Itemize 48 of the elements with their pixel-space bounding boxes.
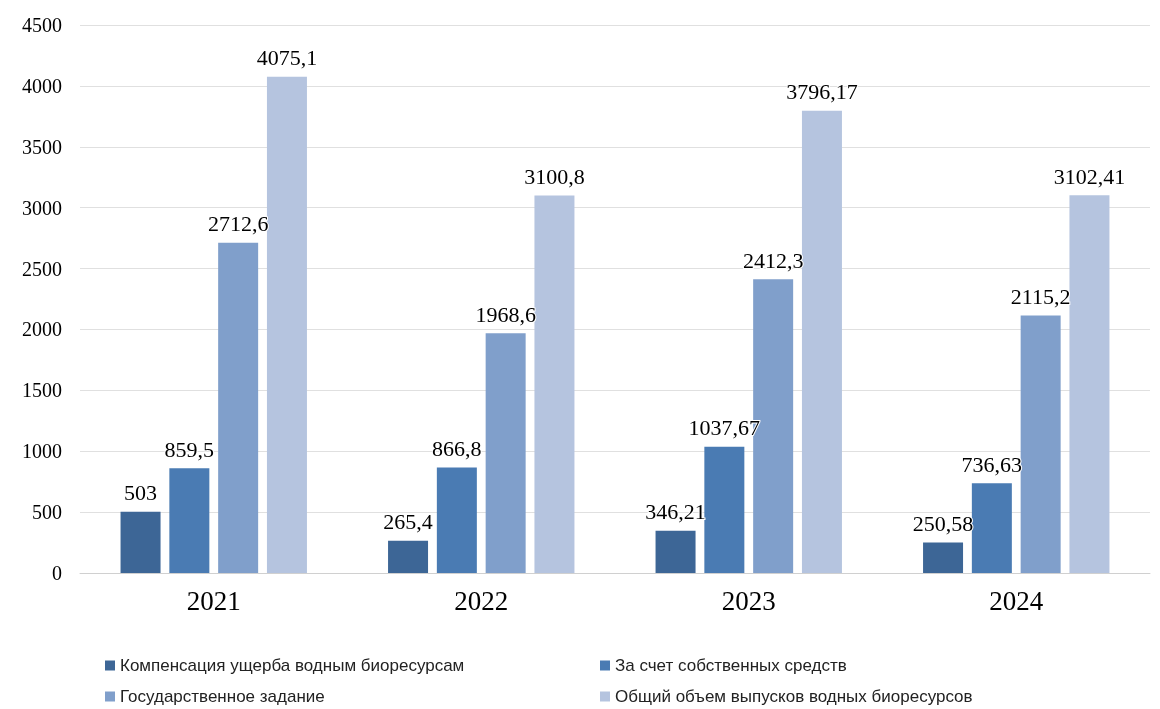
- data-label: 3102,41: [1053, 163, 1126, 189]
- data-label: 346,21: [645, 499, 706, 525]
- bar: [120, 511, 161, 573]
- data-label: 736,63: [961, 451, 1023, 477]
- bar: [1069, 195, 1110, 573]
- x-tick-label: 2022: [454, 585, 509, 616]
- legend-label: Государственное задание: [120, 687, 325, 706]
- data-label: 3796,17: [786, 79, 858, 105]
- y-tick-label: 1000: [22, 440, 62, 463]
- data-label: 4075,1: [256, 45, 318, 71]
- y-tick-label: 4000: [22, 74, 62, 97]
- data-label: 2412,3: [742, 247, 804, 273]
- x-tick-label: 2024: [989, 585, 1044, 616]
- data-label: 503: [124, 480, 158, 506]
- bar: [436, 467, 477, 573]
- y-tick-label: 0: [52, 562, 62, 584]
- y-tick-label: 500: [32, 501, 62, 524]
- y-tick-label: 1500: [22, 379, 62, 402]
- x-tick-label: 2021: [186, 585, 241, 616]
- data-label: 866,8: [432, 435, 482, 461]
- y-tick-label: 4500: [22, 14, 62, 36]
- y-tick-label: 3000: [22, 196, 62, 219]
- data-label: 859,5: [164, 436, 215, 462]
- bar: [266, 76, 307, 573]
- bar: [971, 483, 1012, 573]
- bar: [534, 195, 575, 573]
- bar: [923, 542, 964, 573]
- bar: [485, 333, 526, 573]
- bar: [655, 530, 696, 573]
- bar: [169, 468, 210, 573]
- data-label: 2712,6: [207, 211, 269, 237]
- legend-label: Общий объем выпусков водных биоресурсов: [615, 687, 973, 706]
- bar: [218, 242, 259, 573]
- y-tick-label: 2000: [22, 318, 62, 341]
- x-tick-label: 2023: [721, 585, 776, 616]
- data-label: 1037,67: [688, 415, 761, 441]
- legend-label: За счет собственных средств: [615, 656, 847, 675]
- data-label: 265,4: [383, 509, 433, 535]
- bar: [388, 540, 429, 573]
- legend-label: Компенсация ущерба водным биоресурсам: [120, 656, 465, 675]
- bar: [801, 110, 842, 573]
- y-tick-label: 2500: [22, 257, 62, 280]
- data-label: 3100,8: [524, 163, 585, 189]
- bar: [704, 446, 745, 573]
- bar: [1020, 315, 1061, 573]
- data-label: 1968,6: [475, 301, 536, 327]
- y-tick-label: 3500: [22, 135, 62, 158]
- data-label: 2115,2: [1010, 283, 1071, 309]
